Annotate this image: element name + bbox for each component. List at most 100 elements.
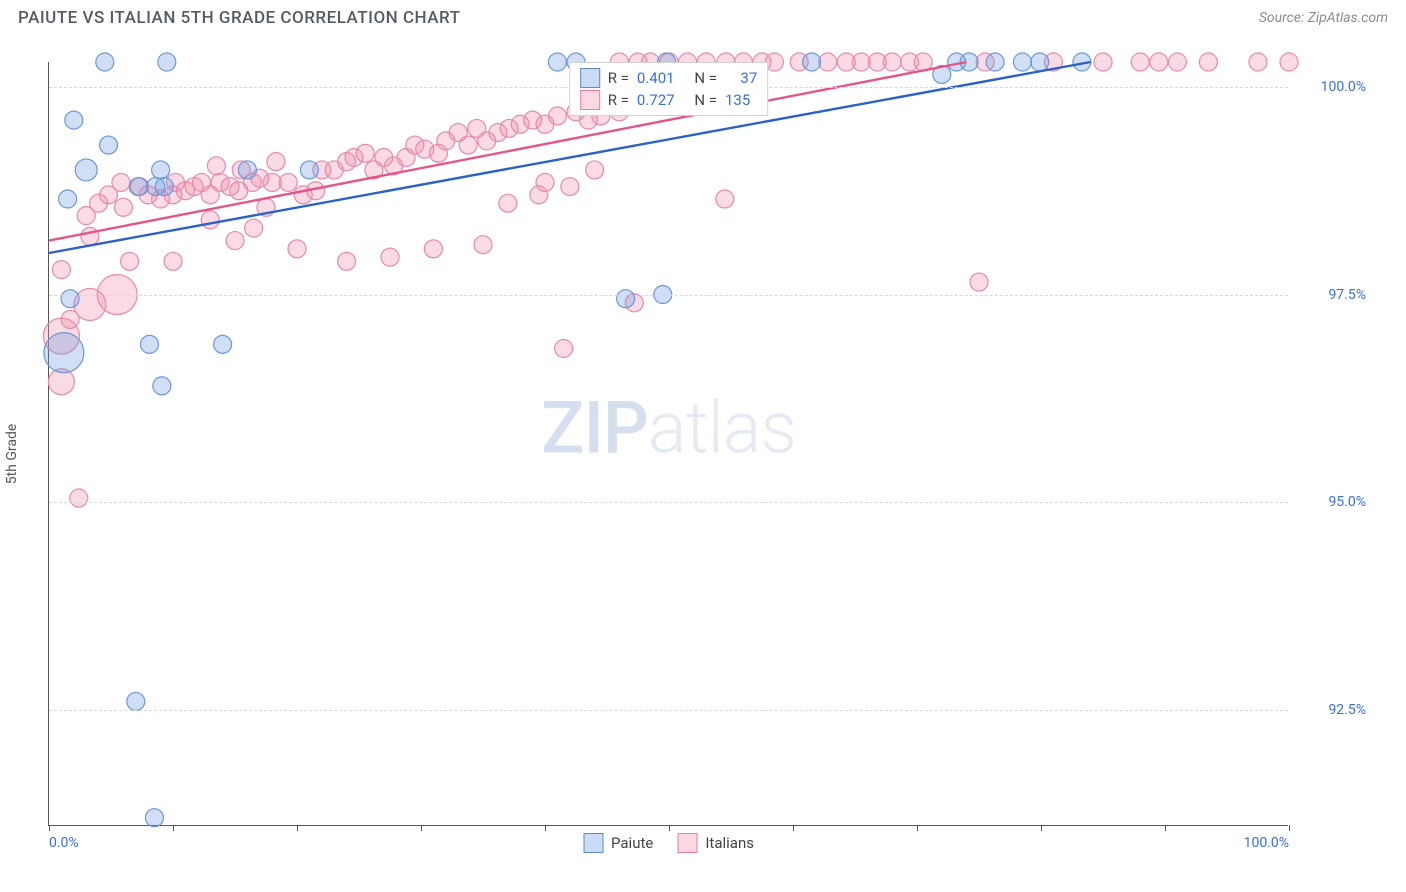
y-tick-label: 92.5%	[1328, 702, 1366, 718]
n-value: 37	[740, 69, 757, 87]
x-tick-label: 0.0%	[49, 835, 79, 851]
r-label: R =	[608, 69, 629, 87]
x-tick	[421, 825, 422, 831]
italians-point	[356, 144, 374, 162]
italians-point	[586, 161, 604, 179]
n-value: 135	[725, 91, 750, 109]
paiute-point	[145, 809, 163, 827]
italians-point	[1280, 53, 1298, 71]
x-tick	[297, 825, 298, 831]
italians-point	[716, 190, 734, 208]
x-tick	[1165, 825, 1166, 831]
italians-point	[288, 240, 306, 258]
italians-point	[338, 252, 356, 270]
legend-series: Paiute Italians	[583, 833, 754, 853]
italians-point	[1094, 53, 1112, 71]
r-value: 0.727	[637, 91, 675, 109]
italians-point	[970, 273, 988, 291]
gridline	[49, 295, 1288, 296]
legend-row-italians: R = 0.727 N = 135	[580, 89, 758, 111]
paiute-point	[617, 290, 635, 308]
chart-header: PAIUTE VS ITALIAN 5TH GRADE CORRELATION …	[0, 0, 1406, 32]
legend-label: Italians	[705, 834, 754, 852]
italians-point	[226, 232, 244, 250]
legend-item-paiute: Paiute	[583, 833, 653, 853]
paiute-point	[300, 161, 318, 179]
italians-point	[164, 252, 182, 270]
r-label: R =	[608, 91, 629, 109]
italians-point	[1199, 53, 1217, 71]
paiute-point	[238, 161, 256, 179]
italians-point	[548, 107, 566, 125]
x-tick	[669, 825, 670, 831]
paiute-point	[548, 53, 566, 71]
swatch-blue-icon	[580, 68, 600, 88]
paiute-point	[153, 377, 171, 395]
paiute-point	[44, 333, 84, 373]
italians-point	[81, 227, 99, 245]
legend-row-paiute: R = 0.401 N = 37	[580, 67, 758, 89]
italians-point	[52, 261, 70, 279]
italians-point	[263, 173, 281, 191]
swatch-blue-icon	[583, 833, 603, 853]
y-tick-label: 97.5%	[1328, 287, 1366, 303]
italians-point	[852, 53, 870, 71]
paiute-point	[152, 161, 170, 179]
italians-point	[1249, 53, 1267, 71]
paiute-point	[140, 335, 158, 353]
x-tick-label: 100.0%	[1244, 835, 1289, 851]
x-tick	[1041, 825, 1042, 831]
paiute-point	[100, 136, 118, 154]
italians-point	[561, 178, 579, 196]
italians-point	[474, 236, 492, 254]
y-tick-label: 100.0%	[1321, 79, 1366, 95]
paiute-point	[1031, 53, 1049, 71]
chart-title: PAIUTE VS ITALIAN 5TH GRADE CORRELATION …	[18, 8, 461, 28]
italians-point	[381, 248, 399, 266]
italians-point	[201, 211, 219, 229]
paiute-point	[65, 111, 83, 129]
n-label: N =	[694, 91, 717, 109]
paiute-point	[1013, 53, 1031, 71]
italians-point	[279, 173, 297, 191]
paiute-point	[986, 53, 1004, 71]
italians-point	[1131, 53, 1149, 71]
italians-point	[1168, 53, 1186, 71]
italians-point	[114, 198, 132, 216]
chart-source: Source: ZipAtlas.com	[1259, 10, 1388, 26]
paiute-point	[59, 190, 77, 208]
r-value: 0.401	[637, 69, 675, 87]
italians-point	[61, 310, 79, 328]
italians-point	[245, 219, 263, 237]
italians-point	[70, 489, 88, 507]
x-tick	[49, 825, 50, 831]
paiute-point	[96, 53, 114, 71]
paiute-point	[127, 692, 145, 710]
paiute-point	[61, 290, 79, 308]
swatch-pink-icon	[580, 90, 600, 110]
paiute-point	[803, 53, 821, 71]
x-tick	[173, 825, 174, 831]
italians-point	[499, 194, 517, 212]
plot-area: ZIPatlas R = 0.401 N = 37 R = 0.727 N = …	[48, 62, 1288, 826]
legend-label: Paiute	[611, 834, 653, 852]
italians-point	[424, 240, 442, 258]
italians-trendline	[49, 62, 967, 241]
italians-point	[459, 136, 477, 154]
y-axis-label: 5th Grade	[4, 424, 20, 485]
paiute-point	[214, 335, 232, 353]
x-tick	[917, 825, 918, 831]
italians-point	[112, 173, 130, 191]
x-tick	[1289, 825, 1290, 831]
italians-point	[819, 53, 837, 71]
italians-point	[1150, 53, 1168, 71]
italians-point	[207, 157, 225, 175]
paiute-point	[75, 159, 97, 181]
gridline	[49, 502, 1288, 503]
paiute-point	[129, 178, 147, 196]
italians-point	[121, 252, 139, 270]
n-label: N =	[694, 69, 717, 87]
swatch-pink-icon	[677, 833, 697, 853]
italians-point	[267, 153, 285, 171]
y-tick-label: 95.0%	[1328, 494, 1366, 510]
